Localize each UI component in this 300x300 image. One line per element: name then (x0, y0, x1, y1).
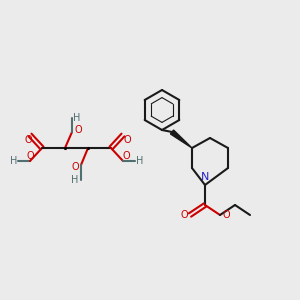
Text: O: O (24, 135, 32, 145)
Text: O: O (180, 210, 188, 220)
Text: H: H (10, 156, 18, 166)
Text: H: H (136, 156, 144, 166)
Polygon shape (170, 130, 192, 148)
Text: N: N (201, 172, 209, 182)
Text: O: O (123, 135, 131, 145)
Text: O: O (122, 151, 130, 161)
Text: O: O (71, 162, 79, 172)
Text: O: O (222, 210, 230, 220)
Text: O: O (74, 125, 82, 135)
Text: O: O (26, 151, 34, 161)
Text: H: H (71, 175, 79, 185)
Text: H: H (73, 113, 81, 123)
